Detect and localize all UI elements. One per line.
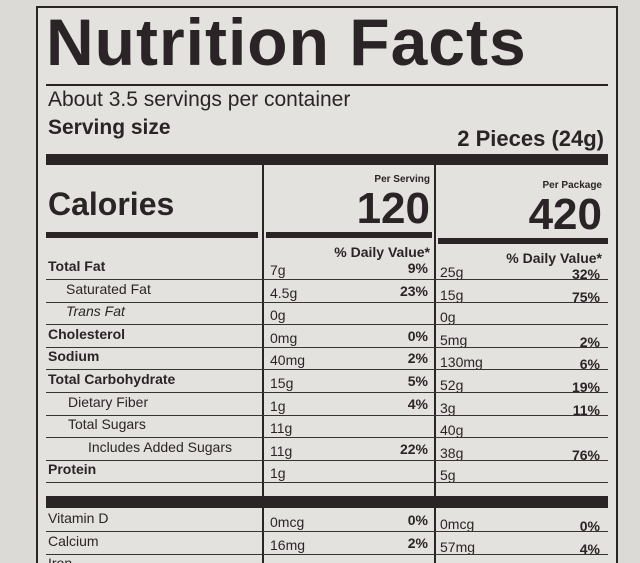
amount: 11g (270, 420, 293, 437)
nutrient-name: Saturated Fat (66, 280, 151, 297)
daily-value: 22% (399, 440, 428, 457)
column-divider (262, 165, 264, 563)
daily-value: 76% (571, 446, 600, 463)
serving-size: 2 Pieces (24g) (457, 126, 604, 151)
medium-bar (46, 232, 258, 238)
amount: 15g (440, 286, 464, 303)
dv-header: % Daily Value* (506, 250, 602, 266)
row-rule (46, 324, 608, 326)
daily-value: 75% (571, 288, 600, 305)
row-rule (46, 392, 608, 393)
row-rule (46, 346, 608, 348)
nutrient-name: Sodium (48, 348, 100, 365)
daily-value: 2% (579, 333, 600, 350)
amount: 7g (270, 262, 286, 278)
amount: 1g (270, 465, 286, 482)
amount: 3g (440, 399, 456, 416)
column-header: Per Serving (374, 174, 430, 185)
column-header: Per Package (542, 180, 603, 191)
amount: 0mcg (270, 514, 305, 530)
medium-bar (438, 238, 608, 244)
amount: 5g (440, 467, 456, 484)
amount: 11g (270, 442, 293, 459)
amount: 1g (270, 397, 286, 414)
thick-bar (46, 154, 608, 165)
medium-bar (266, 232, 432, 238)
daily-value: 0% (579, 518, 600, 534)
amount: 5mg (440, 331, 468, 348)
daily-value: 19% (571, 379, 600, 395)
daily-value: 6% (579, 356, 600, 373)
servings: About 3.5 servings per container (48, 88, 351, 111)
nutrient-name: Protein (48, 461, 97, 478)
amount: 38g (440, 444, 464, 461)
row-rule (46, 437, 608, 439)
nutrient-name: Total Sugars (68, 416, 146, 433)
calories-value: 420 (528, 190, 602, 239)
calories-label: Calories (48, 186, 175, 222)
column-divider (434, 165, 436, 563)
amount: 4.5g (270, 284, 298, 301)
nutrient-name: Iron (48, 555, 72, 563)
daily-value: 5% (407, 373, 428, 389)
nutrient-name: Total Carbohydrate (48, 371, 176, 387)
nutrient-name: Total Fat (48, 258, 106, 274)
nutrient-name: Dietary Fiber (68, 393, 149, 410)
nutrient-name: Trans Fat (66, 303, 125, 320)
serving-size-label: Serving size (48, 116, 171, 139)
amount: 15g (270, 375, 294, 391)
amount: 40g (440, 422, 464, 439)
nutrient-name: Calcium (48, 532, 99, 549)
row-rule (46, 279, 608, 280)
nutrition-label: Nutrition Facts About 3.5 servings per c… (36, 5, 618, 563)
nutrient-name: Includes Added Sugars (88, 438, 232, 455)
amount: 0mcg (440, 516, 475, 532)
daily-value: 23% (399, 282, 428, 299)
title: Nutrition Facts (46, 5, 527, 79)
daily-value: 32% (571, 266, 600, 282)
row-rule (46, 531, 608, 532)
amount: 16mg (270, 536, 306, 553)
daily-value: 2% (407, 350, 428, 367)
calories-value: 120 (356, 184, 430, 233)
amount: 0g (270, 307, 286, 324)
amount: 40mg (270, 352, 306, 369)
amount: 0g (440, 309, 456, 326)
row-rule (46, 553, 608, 555)
dv-header: % Daily Value* (334, 244, 430, 260)
amount: 130mg (440, 354, 483, 371)
nutrient-name: Cholesterol (48, 325, 126, 342)
amount: 57mg (440, 538, 476, 555)
daily-value: 0% (407, 327, 428, 344)
daily-value: 4% (579, 540, 600, 557)
thick-bar (46, 496, 608, 508)
row-rule (46, 301, 608, 303)
row-rule (46, 482, 608, 484)
daily-value: 0% (407, 512, 428, 528)
row-rule (46, 459, 608, 461)
amount: 0mg (270, 329, 298, 346)
row-rule (46, 369, 608, 371)
daily-value: 2% (407, 534, 428, 551)
amount: 52g (440, 377, 464, 393)
rule (46, 84, 608, 86)
row-rule (46, 414, 608, 416)
daily-value: 11% (572, 401, 600, 418)
daily-value: 4% (407, 395, 428, 412)
nutrient-name: Vitamin D (48, 510, 109, 526)
daily-value: 9% (407, 260, 428, 276)
amount: 25g (440, 264, 464, 280)
